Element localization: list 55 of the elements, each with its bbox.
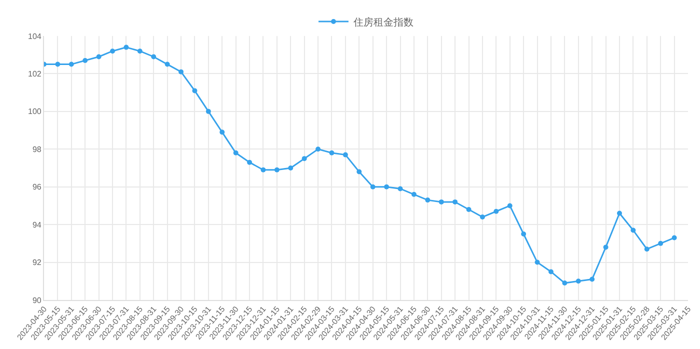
point — [288, 166, 294, 170]
point — [494, 208, 499, 214]
point — [68, 62, 74, 67]
legend-label: 住房租金指数 — [354, 16, 414, 28]
point — [233, 150, 238, 156]
point — [55, 62, 60, 67]
y-tick-label: 100 — [28, 107, 42, 116]
point — [480, 214, 485, 220]
point — [658, 240, 664, 246]
point — [603, 244, 608, 250]
y-tick-label: 90 — [32, 296, 42, 305]
point — [82, 58, 88, 64]
point — [411, 192, 416, 197]
y-tick-label: 98 — [32, 144, 42, 154]
point — [466, 206, 472, 212]
point — [342, 152, 348, 158]
point — [151, 54, 156, 60]
point — [274, 167, 280, 172]
point — [178, 69, 184, 74]
point — [521, 232, 526, 236]
y-tick-label: 96 — [32, 182, 42, 192]
point — [507, 203, 512, 208]
point — [316, 146, 321, 152]
point — [630, 228, 636, 233]
point — [206, 108, 211, 114]
y-tick-label: 104 — [28, 32, 42, 41]
point — [590, 276, 595, 282]
point — [329, 150, 334, 156]
point — [96, 54, 102, 60]
point — [110, 48, 116, 54]
y-tick-label: 94 — [32, 220, 42, 230]
point — [247, 160, 252, 165]
point — [124, 44, 129, 50]
point — [425, 198, 430, 203]
y-tick-label: 92 — [32, 258, 42, 268]
point — [452, 199, 458, 204]
point — [356, 169, 362, 174]
point — [562, 280, 568, 286]
point — [192, 88, 198, 94]
point — [384, 184, 390, 190]
point — [672, 235, 677, 240]
point — [644, 246, 650, 252]
point — [260, 167, 266, 172]
point — [438, 199, 444, 204]
y-tick-label: 102 — [28, 70, 42, 79]
point — [398, 186, 403, 192]
point — [576, 278, 581, 284]
point — [302, 156, 307, 162]
point — [164, 62, 170, 67]
point — [534, 260, 540, 265]
point — [548, 269, 554, 274]
point — [370, 184, 376, 190]
point — [220, 130, 225, 135]
point — [616, 210, 622, 216]
point — [137, 48, 142, 54]
